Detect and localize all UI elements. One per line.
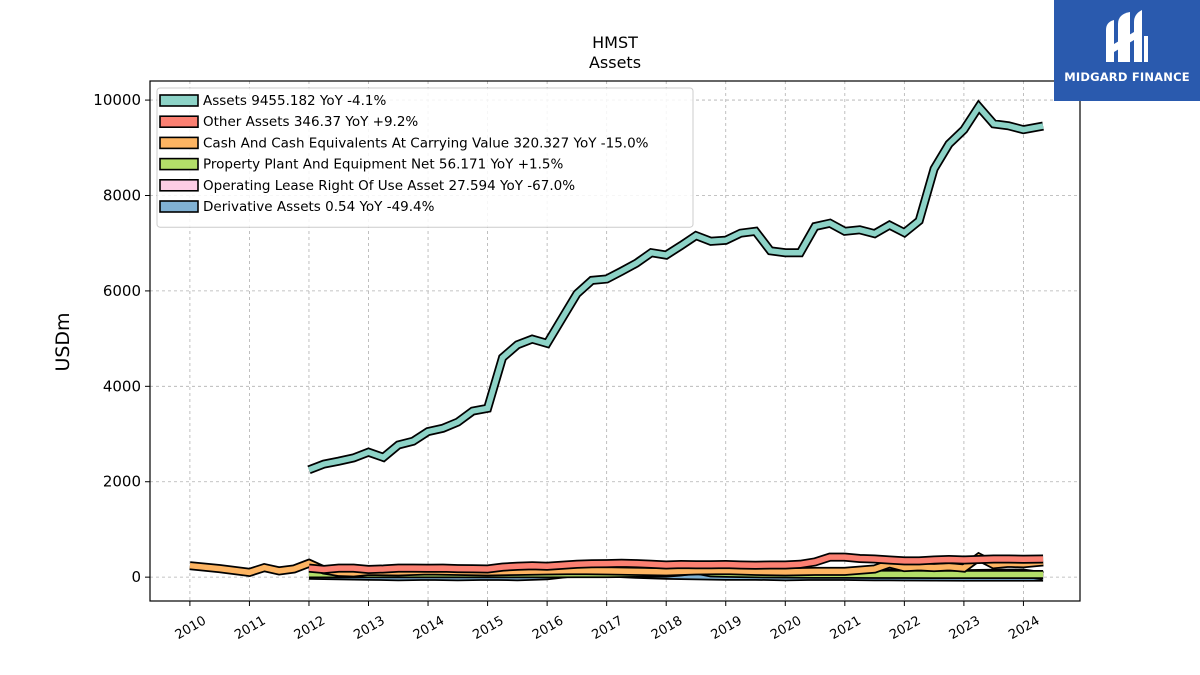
chart-title: HMST [592, 33, 638, 52]
x-tick-label: 2023 [947, 613, 983, 643]
x-tick-label: 2017 [590, 613, 626, 643]
x-tick-label: 2014 [411, 613, 447, 643]
y-tick-label: 0 [131, 568, 141, 586]
legend-entry: Derivative Assets 0.54 YoY -49.4% [203, 199, 435, 215]
x-tick-label: 2011 [232, 613, 268, 643]
midgard-logo-icon [1106, 10, 1148, 62]
legend-entry: Property Plant And Equipment Net 56.171 … [203, 157, 563, 173]
x-tick-label: 2013 [351, 613, 387, 643]
y-tick-label: 10000 [93, 91, 141, 109]
x-tick-label: 2012 [292, 613, 328, 643]
x-tick-label: 2015 [470, 613, 506, 643]
x-tick-label: 2010 [173, 613, 209, 643]
legend-entry: Cash And Cash Equivalents At Carrying Va… [203, 135, 649, 151]
legend-entry: Operating Lease Right Of Use Asset 27.59… [203, 178, 575, 194]
chart-subtitle: Assets [589, 53, 641, 72]
plot-series [189, 99, 1044, 582]
x-tick-label: 2016 [530, 613, 566, 643]
legend-swatch [159, 94, 199, 107]
y-tick-label: 2000 [103, 473, 141, 491]
x-tick-label: 2021 [828, 613, 864, 643]
y-tick-label: 4000 [103, 377, 141, 395]
x-tick-label: 2018 [649, 613, 685, 643]
x-tick-label: 2022 [887, 613, 923, 643]
x-tick-label: 2024 [1006, 613, 1042, 643]
y-tick-label: 6000 [103, 282, 141, 300]
brand-logo: MIDGARD FINANCE [1054, 0, 1200, 101]
legend-swatch [159, 136, 199, 150]
legend-swatch [159, 200, 199, 213]
series-line-other-assets [308, 554, 1044, 573]
legend-swatch [159, 179, 199, 192]
legend-entry: Other Assets 346.37 YoY +9.2% [203, 114, 418, 130]
x-tick-label: 2020 [768, 613, 804, 643]
brand-name: MIDGARD FINANCE [1064, 70, 1190, 84]
legend-entry: Assets 9455.182 YoY -4.1% [203, 93, 387, 109]
y-axis-label: USDm [52, 312, 74, 371]
legend-swatch [159, 115, 199, 128]
plot-frame [149, 80, 1081, 602]
y-tick-label: 8000 [103, 186, 141, 204]
series-line-assets [308, 102, 1044, 473]
legend-box [156, 87, 694, 228]
chart-legend: Assets 9455.182 YoY -4.1% Other Assets 34… [156, 87, 694, 228]
legend-swatch [159, 157, 199, 171]
x-tick-label: 2019 [709, 613, 745, 643]
